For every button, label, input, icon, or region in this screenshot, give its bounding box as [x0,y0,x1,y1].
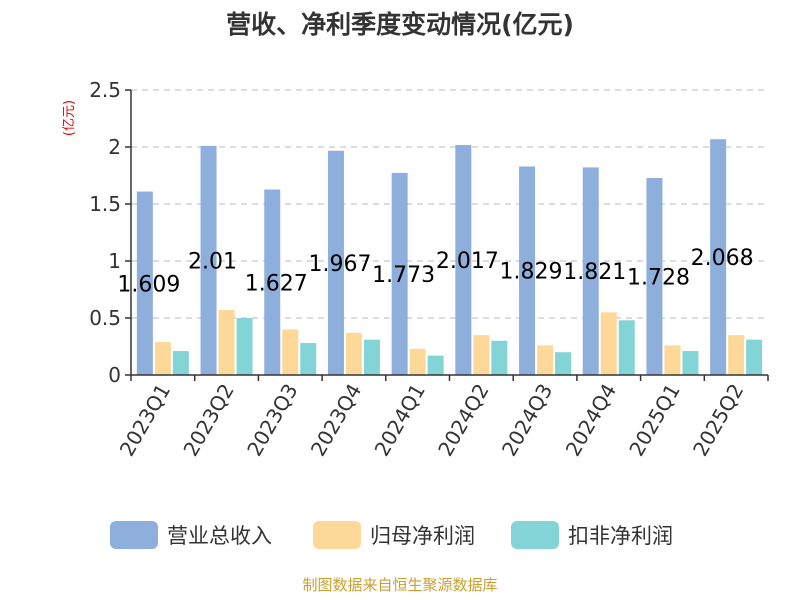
legend-swatch [110,521,158,549]
data-label: 2.01 [188,249,237,274]
x-tick-label: 2023Q1 [115,380,175,461]
x-tick-label: 2025Q2 [688,380,748,461]
bar-deducted-net-profit [363,339,380,375]
bar-revenue [710,139,727,375]
legend-label: 扣非净利润 [568,524,673,548]
y-tick-label: 2 [108,135,121,159]
bar-revenue [200,145,217,375]
x-tick-label: 2025Q1 [624,380,684,461]
bar-revenue [455,145,472,375]
y-axis-unit: (亿元) [62,100,77,136]
x-tick-label: 2023Q4 [306,380,366,461]
y-tick-label: 2.5 [89,78,121,102]
bar-net-profit [537,345,554,375]
bar-deducted-net-profit [172,351,189,375]
bar-revenue [327,150,344,375]
bar-net-profit [345,332,362,375]
data-label: 1.609 [117,272,180,297]
legend: 营业总收入 归母净利润 扣非净利润 [110,521,673,549]
x-tick-label: 2023Q3 [242,380,302,461]
x-tick-label: 2023Q2 [178,380,238,461]
x-tick-label: 2024Q2 [433,380,493,461]
x-tick-label: 2024Q4 [561,380,621,461]
bar-net-profit [282,329,299,375]
bar-net-profit [600,312,617,375]
x-tick-label: 2024Q3 [497,380,557,461]
x-tick-label: 2024Q1 [370,380,430,461]
bar-net-profit [409,348,426,375]
data-label: 1.773 [372,263,435,288]
data-label: 1.728 [627,266,690,291]
bar-deducted-net-profit [746,339,763,375]
bar-net-profit [154,341,171,375]
bar-deducted-net-profit [427,355,444,375]
bar-deducted-net-profit [555,352,572,375]
legend-swatch [313,521,361,549]
data-source-note: 制图数据来自恒生聚源数据库 [302,576,497,594]
data-label: 1.967 [308,252,371,277]
legend-label: 营业总收入 [167,524,272,548]
bar-net-profit [218,310,235,375]
y-tick-label: 0 [108,363,121,387]
data-label: 1.627 [245,271,308,296]
y-tick-label: 0.5 [89,306,121,330]
bar-revenue [391,172,408,375]
data-label: 2.017 [436,249,499,274]
bar-deducted-net-profit [300,343,317,375]
bar-deducted-net-profit [618,320,635,375]
y-tick-label: 1 [108,249,121,273]
y-axis-ticks: 0 0.5 1 1.5 2 2.5 [89,78,121,387]
data-label: 1.821 [563,260,626,285]
bar-revenue [264,189,281,375]
legend-swatch [511,521,559,549]
axes [125,89,769,381]
bar-net-profit [728,335,745,375]
bar-revenue [519,166,536,375]
bar-net-profit [664,345,681,375]
data-label: 1.829 [500,260,563,285]
bars [136,139,763,375]
legend-label: 归母净利润 [370,524,475,548]
x-axis-ticks: 2023Q1 2023Q2 2023Q3 2023Q4 2024Q1 2024Q2 2024… [115,380,749,461]
bar-net-profit [473,335,490,375]
bar-deducted-net-profit [236,318,253,375]
bar-revenue [646,178,663,375]
bar-revenue [582,167,599,375]
y-tick-label: 1.5 [89,192,121,216]
bar-deducted-net-profit [491,340,508,375]
bar-deducted-net-profit [682,351,699,375]
data-label: 2.068 [691,246,754,271]
bar-revenue [136,191,153,375]
chart-title: 营收、净利季度变动情况(亿元) [226,10,574,39]
